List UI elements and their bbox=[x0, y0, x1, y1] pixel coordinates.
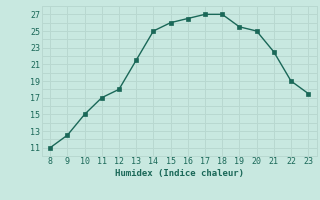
X-axis label: Humidex (Indice chaleur): Humidex (Indice chaleur) bbox=[115, 169, 244, 178]
